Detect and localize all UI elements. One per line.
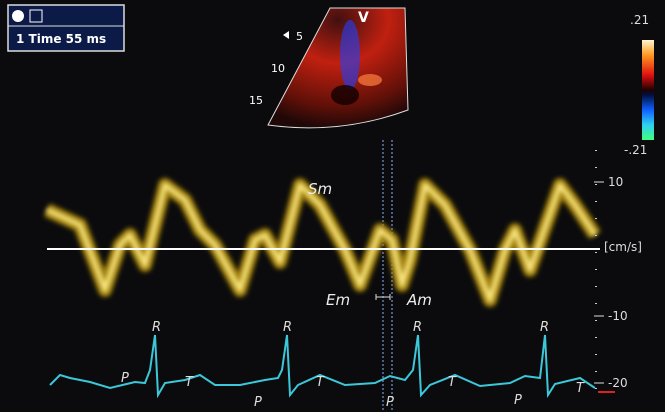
chamber: [331, 85, 359, 105]
ecg-r-label: R: [540, 320, 549, 335]
color-max: .21: [630, 13, 649, 27]
ecg-r-label: R: [283, 320, 292, 335]
ecg-p-label: P: [514, 393, 522, 408]
ecg-r-label: R: [152, 320, 161, 335]
color-flow: [358, 74, 382, 86]
scale-label: -10: [608, 309, 628, 323]
ecg-r-label: R: [413, 320, 422, 335]
ecg-t-label: T: [316, 375, 325, 390]
depth-label: 15: [249, 94, 263, 107]
ecg-t-label: T: [448, 375, 457, 390]
depth-label: 5: [296, 30, 303, 43]
wave-label: Em: [326, 291, 350, 309]
icon: [12, 10, 24, 22]
depth-label: 10: [271, 62, 285, 75]
color-bar: [642, 40, 654, 140]
ecg-p-label: P: [121, 371, 129, 386]
scale-label: 10: [608, 175, 623, 189]
wave-label: Sm: [308, 180, 332, 198]
ecg-t-label: T: [576, 381, 585, 396]
ecg-p-label: P: [254, 395, 262, 410]
view-label: V: [358, 10, 369, 26]
ecg-t-label: T: [185, 375, 194, 390]
color-min: -.21: [624, 143, 647, 157]
header-box: 1 Time 55 ms: [8, 5, 124, 51]
ultrasound-screen: 1 Time 55 ms V 5 10 15 .21 -.21 10 [cm/s…: [0, 0, 665, 412]
ecg-p-label: P: [386, 395, 394, 410]
scale-unit: [cm/s]: [604, 240, 642, 254]
scale-label: -20: [608, 376, 628, 390]
wave-label: Am: [406, 291, 432, 309]
color-flow: [340, 20, 360, 90]
mode-text: 1 Time 55 ms: [16, 32, 106, 46]
